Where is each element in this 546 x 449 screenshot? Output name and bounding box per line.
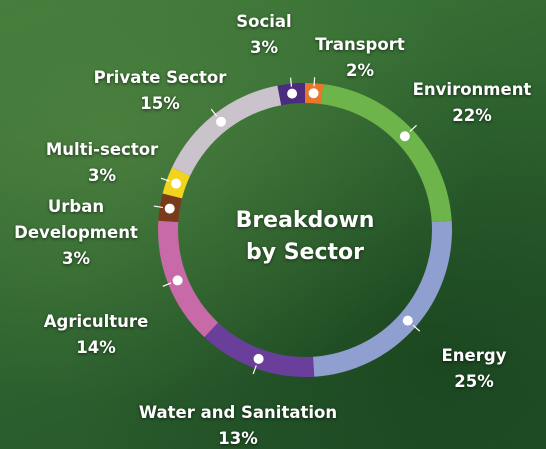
category-label: Agriculture	[43, 312, 149, 331]
segment-dot	[169, 176, 184, 191]
segment-label: Transport 2%	[300, 32, 420, 84]
category-label: Transport	[315, 35, 405, 54]
segment-label: Environment 22%	[397, 77, 546, 129]
chart-title: Breakdown by Sector	[235, 208, 375, 265]
segment-dot	[162, 201, 177, 216]
segment-label: Water and Sanitation 13%	[108, 400, 368, 449]
value-label: 15%	[140, 94, 180, 113]
segment-label: Urban Development 3%	[1, 194, 151, 272]
segment-dot	[306, 86, 321, 101]
value-label: 3%	[87, 166, 116, 185]
category-label: Urban Development	[14, 197, 138, 242]
segment-dot	[285, 86, 300, 101]
donut-segment	[320, 84, 452, 223]
segment-dot	[251, 351, 266, 366]
donut-segment	[312, 220, 452, 377]
value-label: 22%	[452, 106, 492, 125]
value-label: 2%	[345, 61, 374, 80]
category-label: Social	[236, 12, 292, 31]
category-label: Water and Sanitation	[138, 403, 338, 422]
value-label: 25%	[454, 372, 494, 391]
category-label: Energy	[441, 346, 507, 365]
category-label: Multi-sector	[45, 140, 159, 159]
value-label: 13%	[218, 429, 258, 448]
donut-segment	[204, 322, 315, 377]
segment-label: Energy 25%	[419, 343, 529, 395]
segment-label: Social 3%	[219, 9, 309, 61]
donut-segment	[158, 220, 219, 338]
segment-dot	[397, 129, 412, 144]
category-label: Environment	[412, 80, 532, 99]
segment-dot	[400, 313, 415, 328]
value-label: 3%	[249, 38, 278, 57]
segment-label: Multi-sector 3%	[27, 137, 177, 189]
category-label: Private Sector	[93, 68, 227, 87]
value-label: 3%	[61, 249, 90, 268]
segment-dot	[214, 114, 229, 129]
donut-segment	[171, 85, 282, 176]
segment-dot	[170, 273, 185, 288]
segment-label: Private Sector 15%	[75, 65, 245, 117]
segment-label: Agriculture 14%	[26, 309, 166, 361]
value-label: 14%	[76, 338, 116, 357]
